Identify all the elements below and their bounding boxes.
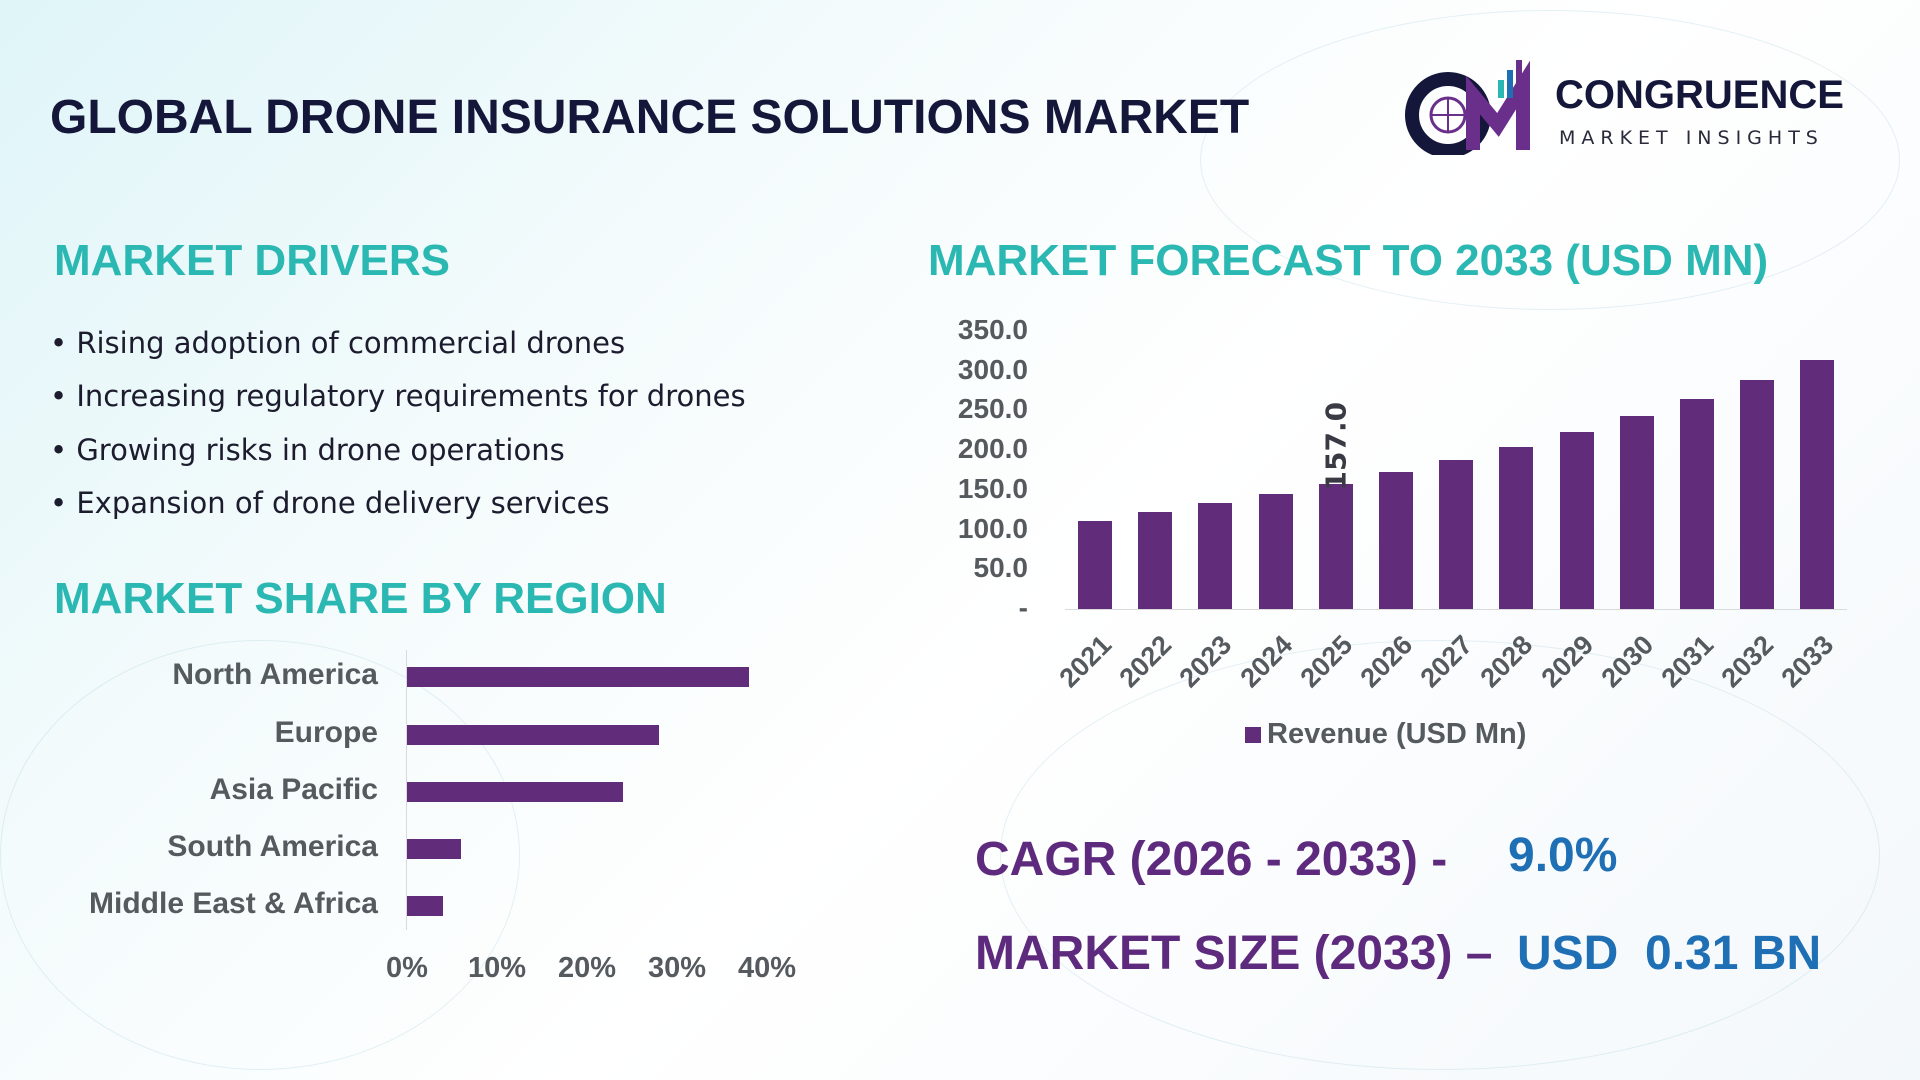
driver-item: • Rising adoption of commercial drones [50, 326, 626, 360]
forecast-y-tick: 100.0 [957, 512, 1028, 544]
driver-item: • Increasing regulatory requirements for… [50, 379, 746, 413]
forecast-bar [1078, 520, 1112, 609]
driver-item: • Growing risks in drone operations [50, 433, 565, 467]
forecast-y-tick: 150.0 [957, 472, 1028, 504]
background-wave [0, 640, 520, 1070]
forecast-axis-line [1065, 609, 1847, 610]
region-label: Europe [274, 716, 378, 749]
region-x-tick: 30% [647, 952, 707, 984]
forecast-y-tick: 250.0 [957, 393, 1028, 425]
region-x-tick: 0% [386, 952, 428, 984]
legend-label: Revenue (USD Mn) [1267, 718, 1527, 750]
forecast-bar [1439, 460, 1474, 609]
logo-mark-icon [1405, 60, 1530, 155]
drivers-heading: MARKET DRIVERS [54, 236, 451, 285]
forecast-bar [1619, 415, 1654, 609]
region-x-tick: 20% [557, 952, 617, 984]
forecast-heading: MARKET FORECAST TO 2033 (USD MN) [928, 236, 1769, 285]
region-label: South America [167, 830, 378, 863]
driver-item: • Expansion of drone delivery services [50, 486, 610, 520]
region-bar [407, 782, 623, 802]
forecast-bar [1740, 379, 1775, 609]
logo: CONGRUENCE MARKET INSIGHTS [1403, 55, 1873, 155]
region-bar [407, 725, 659, 745]
forecast-bar [1198, 503, 1233, 609]
background-wave [1200, 10, 1900, 310]
region-bar [407, 896, 443, 916]
forecast-bar [1499, 447, 1534, 609]
market-size-label: MARKET SIZE (2033) – [975, 927, 1493, 980]
driver-text: Increasing regulatory requirements for d… [76, 379, 746, 413]
forecast-y-tick: 350.0 [957, 314, 1028, 345]
region-heading: MARKET SHARE BY REGION [54, 574, 667, 623]
driver-text: Expansion of drone delivery services [76, 486, 610, 520]
region-bar [407, 839, 461, 859]
driver-text: Rising adoption of commercial drones [76, 326, 626, 360]
region-x-tick: 40% [737, 952, 797, 984]
forecast-bar [1379, 472, 1413, 609]
region-axis-line [406, 650, 407, 930]
forecast-bar [1318, 484, 1353, 609]
forecast-legend: Revenue (USD Mn) [1245, 718, 1526, 751]
region-label: North America [172, 658, 378, 691]
forecast-y-tick: 50.0 [973, 552, 1029, 584]
cagr-label: CAGR (2026 - 2033) - [975, 833, 1448, 886]
region-label: Middle East & Africa [89, 887, 378, 920]
forecast-data-label: 157.0 [1319, 402, 1353, 491]
forecast-y-tick: - [1018, 592, 1028, 623]
region-label: Asia Pacific [209, 773, 378, 806]
page-title: GLOBAL DRONE INSURANCE SOLUTIONS MARKET [50, 91, 1250, 144]
forecast-bar [1559, 432, 1594, 609]
forecast-bar [1800, 359, 1835, 609]
cagr-value: 9.0% [1508, 829, 1618, 882]
forecast-y-tick: 300.0 [957, 353, 1028, 385]
driver-text: Growing risks in drone operations [76, 433, 565, 467]
region-bar [407, 667, 749, 687]
market-size-value: USD 0.31 BN [1517, 927, 1822, 980]
forecast-y-tick: 200.0 [957, 433, 1028, 465]
background-wave [1000, 640, 1880, 1070]
region-x-tick: 10% [467, 952, 527, 984]
legend-swatch [1245, 727, 1261, 743]
forecast-bar [1680, 398, 1714, 609]
forecast-bar [1258, 494, 1293, 609]
forecast-bar [1138, 512, 1173, 609]
logo-tagline: MARKET INSIGHTS [1559, 127, 1824, 149]
logo-name: CONGRUENCE [1555, 73, 1844, 117]
